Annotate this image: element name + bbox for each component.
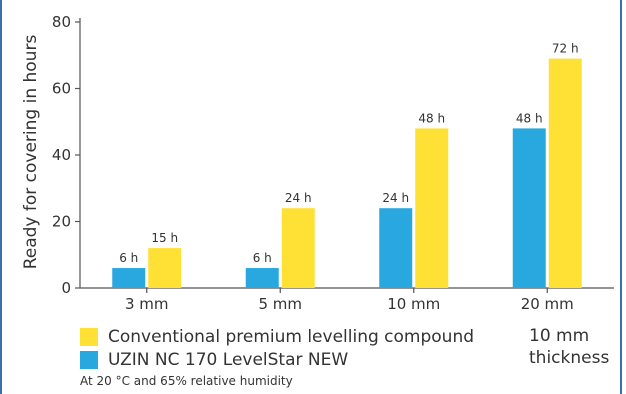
- legend-swatch-conventional: [80, 328, 98, 346]
- x-tick-label: 5 mm: [258, 295, 302, 313]
- y-tick-label: 20: [52, 213, 71, 231]
- bar-data-label: 72 h: [552, 42, 579, 56]
- bar: [112, 268, 146, 288]
- y-tick-label: 40: [52, 146, 71, 164]
- bar-data-label: 15 h: [151, 231, 178, 245]
- bar-data-label: 48 h: [516, 111, 543, 125]
- bar: [379, 208, 413, 288]
- y-tick-label: 60: [52, 80, 71, 98]
- legend-item-conventional: Conventional premium levelling compound: [80, 327, 474, 347]
- y-tick-label: 0: [61, 279, 71, 297]
- legend-label-uzin: UZIN NC 170 LevelStar NEW: [108, 350, 349, 370]
- bar: [548, 58, 582, 289]
- bar-data-label: 6 h: [119, 251, 138, 265]
- x-tick-label: 10 mm: [387, 295, 440, 313]
- bar-chart: 0 20 40 60 80 3 mm 5 mm 10 mm 20 mm 6 h 15 h 6 h 2…: [21, 13, 614, 313]
- legend-item-uzin: UZIN NC 170 LevelStar NEW: [80, 350, 348, 370]
- bar-data-label: 6 h: [253, 251, 272, 265]
- bar-data-label: 48 h: [418, 111, 445, 125]
- legend-label-conventional: Conventional premium levelling compound: [108, 327, 475, 347]
- x-axis: 3 mm 5 mm 10 mm 20 mm: [80, 287, 614, 313]
- thickness-note-line1: 10 mm: [529, 326, 590, 346]
- bar-data-label: 24 h: [285, 191, 312, 205]
- y-axis-label: Ready for covering in hours: [21, 35, 41, 270]
- bar: [148, 248, 182, 288]
- thickness-note: 10 mm thickness: [529, 325, 609, 369]
- bar: [245, 268, 279, 288]
- bar: [281, 208, 315, 288]
- bar: [415, 128, 449, 288]
- thickness-note-line2: thickness: [529, 348, 610, 368]
- y-tick-label: 80: [52, 13, 71, 31]
- bar-data-label: 24 h: [382, 191, 409, 205]
- bars: 6 h 15 h 6 h 24 h 24 h 48 h 48 h 72 h: [112, 42, 582, 289]
- y-axis: 0 20 40 60 80: [52, 13, 81, 297]
- x-tick-label: 3 mm: [125, 295, 169, 313]
- bar: [512, 128, 546, 288]
- x-tick-label: 20 mm: [521, 295, 574, 313]
- conditions-note: At 20 °C and 65% relative humidity: [80, 374, 293, 388]
- legend-swatch-uzin: [80, 351, 98, 369]
